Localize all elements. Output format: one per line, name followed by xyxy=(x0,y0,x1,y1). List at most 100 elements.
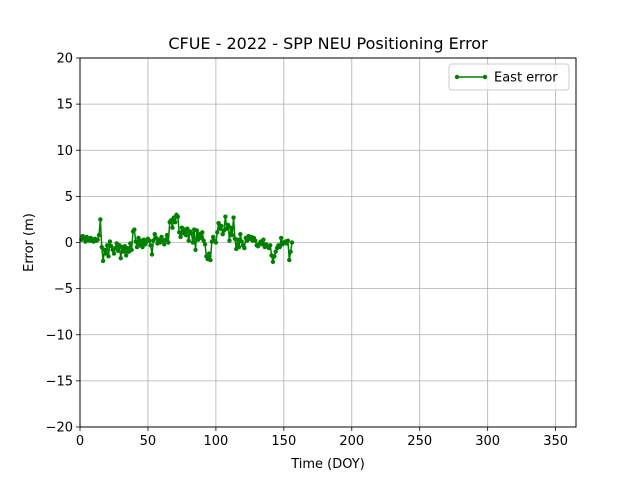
data-point xyxy=(152,232,157,237)
y-tick-label: −15 xyxy=(46,374,73,389)
data-point xyxy=(194,228,200,233)
data-point xyxy=(115,248,121,253)
x-axis-label: Time (DOY) xyxy=(290,457,365,472)
data-point xyxy=(259,242,265,247)
data-point xyxy=(159,234,164,240)
data-point xyxy=(230,232,235,238)
data-point xyxy=(149,252,155,257)
data-point xyxy=(133,239,138,244)
x-tick-label: 50 xyxy=(140,434,157,449)
data-point xyxy=(277,244,282,250)
data-point xyxy=(238,232,243,237)
data-point xyxy=(231,215,236,220)
data-point xyxy=(98,217,103,222)
data-point xyxy=(125,245,130,251)
chart-title: CFUE - 2022 - SPP NEU Positioning Error xyxy=(168,34,488,53)
x-tick-label: 250 xyxy=(407,434,432,449)
data-point xyxy=(208,257,213,263)
x-tick-label: 350 xyxy=(543,434,568,449)
x-tick-label: 300 xyxy=(475,434,500,449)
data-point xyxy=(270,259,276,265)
data-point xyxy=(189,231,194,236)
data-point xyxy=(289,240,295,245)
data-point xyxy=(168,218,174,223)
data-point xyxy=(219,223,224,229)
data-point xyxy=(202,242,208,247)
data-point xyxy=(132,227,137,232)
legend-label: East error xyxy=(494,71,558,86)
data-point xyxy=(170,225,175,230)
data-point xyxy=(175,214,181,219)
x-tick-label: 0 xyxy=(76,434,84,449)
data-point xyxy=(220,232,225,237)
data-point xyxy=(99,244,104,250)
legend: East error xyxy=(448,63,570,91)
data-point xyxy=(261,237,266,242)
data-point xyxy=(136,235,141,241)
data-point xyxy=(186,238,191,243)
y-tick-label: −10 xyxy=(46,328,73,343)
data-point xyxy=(128,241,133,246)
data-point xyxy=(166,240,171,245)
data-point xyxy=(129,247,134,253)
data-point xyxy=(178,234,183,240)
data-point xyxy=(183,232,189,238)
data-point xyxy=(151,238,156,243)
data-point xyxy=(171,215,176,220)
y-axis-label: Error (m) xyxy=(22,213,37,272)
data-point xyxy=(107,239,113,244)
data-point xyxy=(206,251,212,256)
y-tick-label: 0 xyxy=(65,236,73,251)
x-tick-label: 100 xyxy=(203,434,228,449)
data-point xyxy=(235,237,240,242)
data-point xyxy=(227,238,232,243)
data-point xyxy=(163,237,168,242)
data-point xyxy=(242,245,247,251)
data-point xyxy=(190,240,195,245)
data-point xyxy=(287,257,292,263)
data-point xyxy=(121,249,126,254)
data-point xyxy=(200,230,205,235)
data-point xyxy=(278,235,284,241)
data-point xyxy=(198,235,204,241)
data-point xyxy=(193,247,198,253)
y-tick-label: 15 xyxy=(56,98,73,113)
y-tick-label: 20 xyxy=(56,52,73,67)
data-point xyxy=(213,240,219,245)
data-point xyxy=(124,253,129,258)
y-tick-label: 5 xyxy=(65,190,73,205)
x-tick-label: 200 xyxy=(339,434,364,449)
data-point xyxy=(104,243,110,248)
data-point xyxy=(109,243,114,249)
legend-marker xyxy=(482,74,488,80)
data-point xyxy=(228,225,234,230)
data-point xyxy=(140,244,145,250)
data-point xyxy=(272,254,277,259)
data-point xyxy=(83,239,88,244)
data-point xyxy=(103,251,109,256)
y-tick-label: 10 xyxy=(56,144,73,159)
data-point xyxy=(164,232,170,238)
data-point xyxy=(236,244,242,250)
data-point xyxy=(201,238,206,243)
data-point xyxy=(172,220,178,225)
data-point xyxy=(215,230,220,235)
y-tick-label: −20 xyxy=(46,421,73,436)
data-point xyxy=(185,226,190,231)
data-point xyxy=(95,237,100,242)
data-point xyxy=(288,249,293,254)
data-point xyxy=(216,220,221,226)
data-point xyxy=(147,238,152,243)
axis-ticks: 0 50 100 150 200 250 300 350 −20 −15 −10 −5 0 5 10 15 20 xyxy=(46,52,568,450)
series-layer xyxy=(79,212,295,265)
data-point xyxy=(224,226,229,231)
legend-marker xyxy=(454,74,460,80)
legend-box xyxy=(448,63,570,91)
data-point xyxy=(223,214,228,219)
y-tick-label: −5 xyxy=(54,282,73,297)
data-point xyxy=(285,238,291,243)
data-point xyxy=(113,245,118,251)
data-point xyxy=(106,254,111,259)
data-point xyxy=(225,222,231,228)
